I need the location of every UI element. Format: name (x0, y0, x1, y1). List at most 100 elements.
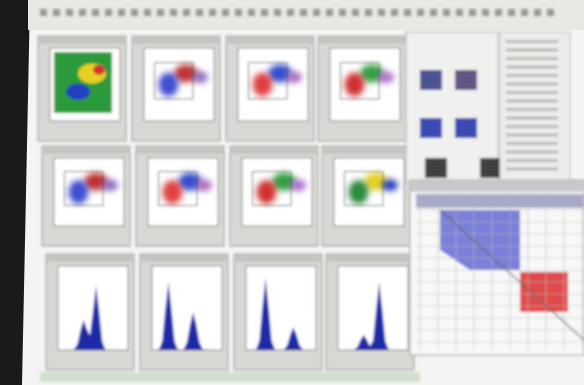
density-plot (54, 52, 112, 113)
toolbar-icon (287, 9, 294, 16)
toolbar-icon (378, 9, 385, 16)
toolbar-icon (391, 9, 398, 16)
scatter-cluster (349, 180, 369, 204)
scatter-cluster (286, 71, 302, 83)
plot-area (338, 266, 408, 350)
plot-window (38, 36, 126, 141)
toolbar-icon (157, 9, 164, 16)
plot-window (46, 254, 134, 370)
header-row (416, 194, 584, 208)
list-row (506, 40, 558, 43)
window-titlebar (326, 254, 414, 262)
mini-plot (425, 158, 447, 178)
toolbar-icon (118, 9, 125, 16)
window-titlebar (234, 254, 322, 262)
toolbar-icon (469, 9, 476, 16)
toolbar-icon (508, 9, 515, 16)
scatter-cluster (253, 73, 273, 97)
scatter-cluster (102, 179, 118, 191)
toolbar-icon (209, 9, 216, 16)
window-titlebar (136, 146, 224, 154)
plot-window (230, 146, 318, 246)
plot-window (42, 146, 130, 246)
mini-plot (420, 70, 442, 90)
scatter-cluster (159, 73, 179, 97)
mini-plot (455, 118, 477, 138)
matrix-window (410, 180, 584, 355)
toolbar-icon (40, 9, 47, 16)
toolbar-icon (352, 9, 359, 16)
density-blob (66, 84, 90, 100)
plot-area (152, 266, 222, 350)
toolbar-icon (547, 9, 554, 16)
plot-window (132, 36, 220, 141)
mini-plot (420, 118, 442, 138)
toolbar-icon (261, 9, 268, 16)
toolbar-icon (326, 9, 333, 16)
toolbar-icon (339, 9, 346, 16)
window-titlebar (140, 254, 228, 262)
list-row (506, 100, 558, 103)
scatter-cluster (290, 179, 306, 191)
workspace (38, 9, 584, 382)
list-row (506, 74, 558, 77)
plot-area (246, 266, 316, 350)
window-titlebar (322, 146, 410, 154)
toolbar-icon (235, 9, 242, 16)
toolbar-icon (248, 9, 255, 16)
scatter-cluster (196, 179, 212, 191)
list-panel (500, 32, 570, 182)
list-row (506, 83, 558, 86)
toolbar-icon (365, 9, 372, 16)
window-titlebar (410, 180, 584, 192)
toolbar-icon (443, 9, 450, 16)
toolbar-icon (482, 9, 489, 16)
toolbar-icon (456, 9, 463, 16)
window-titlebar (42, 146, 130, 154)
plot-window (318, 36, 406, 141)
mini-plot (480, 158, 502, 178)
density-blob (93, 65, 105, 75)
toolbar-icon (274, 9, 281, 16)
list-row (506, 117, 558, 120)
toolbar-icon (521, 9, 528, 16)
plot-window (234, 254, 322, 370)
scatter-cluster (345, 73, 365, 97)
list-row (506, 168, 558, 171)
window-titlebar (132, 36, 220, 44)
toolbar-icon (196, 9, 203, 16)
list-row (506, 108, 558, 111)
toolbar-icon (404, 9, 411, 16)
scatter-cluster (382, 179, 398, 191)
window-titlebar (318, 36, 406, 44)
toolbar-icon (534, 9, 541, 16)
plot-window (140, 254, 228, 370)
window-titlebar (38, 36, 126, 44)
scatter-cluster (378, 71, 394, 83)
window-titlebar (230, 146, 318, 154)
window-titlebar (226, 36, 314, 44)
list-row (506, 66, 558, 69)
toolbar-icon (79, 9, 86, 16)
list-row (506, 49, 558, 52)
list-row (506, 151, 558, 154)
toolbar-icon (300, 9, 307, 16)
screen-photo (0, 0, 584, 385)
toolbar-icon (66, 9, 73, 16)
mini-plot (455, 70, 477, 90)
toolbar-icon (495, 9, 502, 16)
list-row (506, 125, 558, 128)
plot-window (136, 146, 224, 246)
scatter-cluster (257, 180, 277, 204)
toolbar-icon (170, 9, 177, 16)
toolbar-icon (313, 9, 320, 16)
toolbar-icon (417, 9, 424, 16)
list-row (506, 57, 558, 60)
scatter-cluster (192, 71, 208, 83)
list-row (506, 134, 558, 137)
list-row (506, 159, 558, 162)
plot-window (322, 146, 410, 246)
plot-window (226, 36, 314, 141)
plot-window (326, 254, 414, 370)
toolbar-icon (144, 9, 151, 16)
